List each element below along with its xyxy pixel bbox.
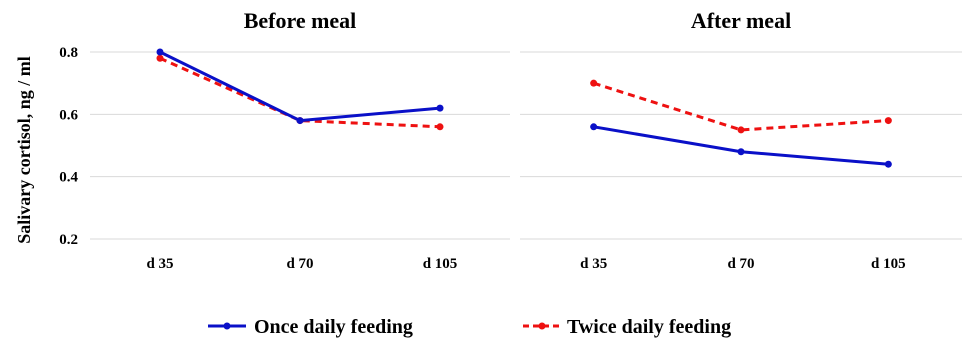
y-tick-label: 0.4 <box>59 170 78 186</box>
legend-label-twice: Twice daily feeding <box>567 316 731 338</box>
x-tick-label: d 105 <box>423 256 458 272</box>
data-point-twice <box>156 54 164 62</box>
x-tick-label: d 35 <box>146 256 173 272</box>
panel-after-meal: After meal d 35 d 70 d 105 <box>520 8 962 272</box>
legend-label-once: Once daily feeding <box>254 316 413 338</box>
panel-before-meal: Before meal 0.2 0.4 0.6 0.8 d 35 d 70 d 105 <box>59 8 510 272</box>
data-point-once <box>156 48 164 56</box>
panel-title: Before meal <box>244 8 357 33</box>
x-tick-label: d 70 <box>286 256 313 272</box>
x-tick-label: d 70 <box>727 256 754 272</box>
y-tick-label: 0.2 <box>59 232 78 248</box>
data-point-once <box>737 148 745 156</box>
series-line-once <box>159 50 441 123</box>
data-point-once <box>436 104 444 112</box>
x-tick-label: d 105 <box>871 256 906 272</box>
series-line-twice <box>159 56 441 129</box>
data-point-twice <box>737 126 745 134</box>
legend-marker-once <box>223 322 231 330</box>
data-point-twice <box>590 79 598 87</box>
data-point-once <box>884 160 892 168</box>
x-tick-label: d 35 <box>580 256 607 272</box>
y-axis-label: Salivary cortisol, ng / ml <box>14 56 34 244</box>
data-point-once <box>296 117 304 125</box>
data-point-twice <box>436 123 444 131</box>
series-line-twice <box>593 81 889 132</box>
data-point-twice <box>884 117 892 125</box>
panel-title: After meal <box>691 8 791 33</box>
y-tick-label: 0.8 <box>59 45 78 61</box>
y-tick-label: 0.6 <box>59 107 78 123</box>
data-point-once <box>590 123 598 131</box>
chart-legend: Once daily feeding Twice daily feeding <box>208 316 731 338</box>
legend-marker-twice <box>538 322 546 330</box>
